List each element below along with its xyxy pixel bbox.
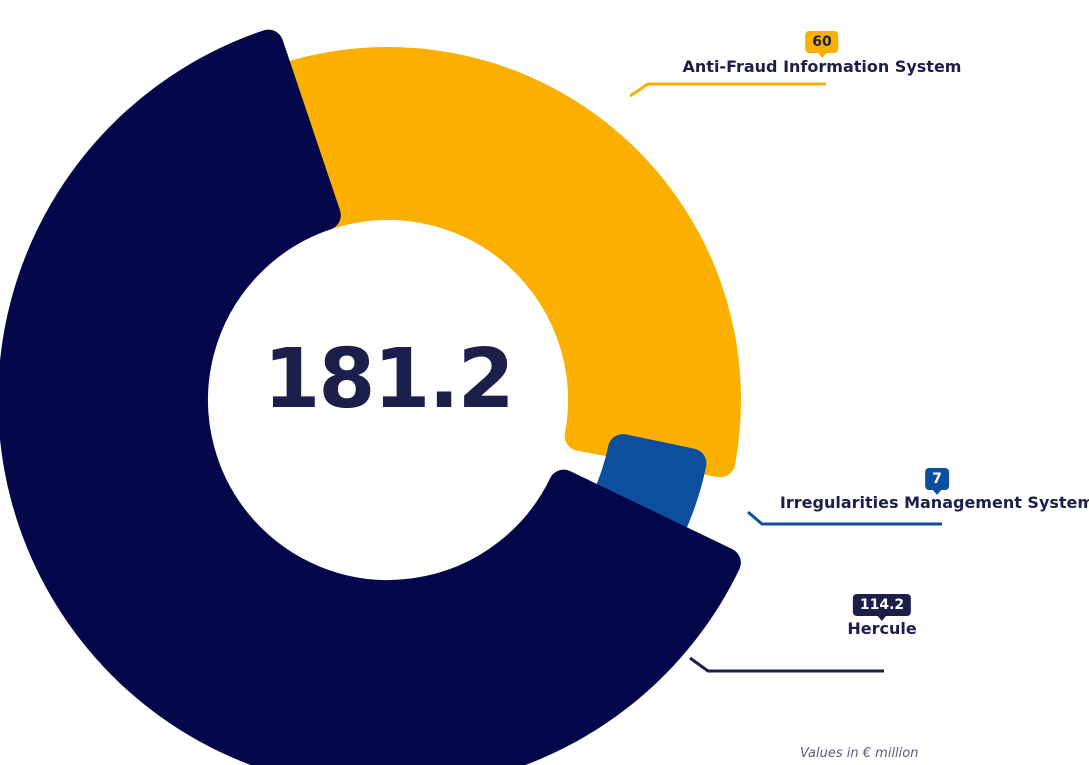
slice-anti-fraud [271,47,741,478]
units-note: Values in € million [800,746,919,761]
slice-value-label-anti-fraud: 60 [805,31,839,58]
slice-hercule [0,29,741,765]
slice-name-label-anti-fraud: Anti-Fraud Information System [682,57,962,76]
slice-name-label-hercule: Hercule [847,619,917,638]
leader-lines [629,82,942,673]
slice-value-label-hercule: 114.2 [852,594,912,621]
slice-name-label-irregularities: Irregularities Management System [779,493,1089,512]
donut-slices [0,29,741,765]
leader-anti-fraud [629,82,826,98]
leader-hercule [689,656,884,673]
total-value: 181.2 [263,332,514,427]
leader-irregularities [747,510,942,526]
slice-value-label-irregularities: 7 [925,468,949,495]
